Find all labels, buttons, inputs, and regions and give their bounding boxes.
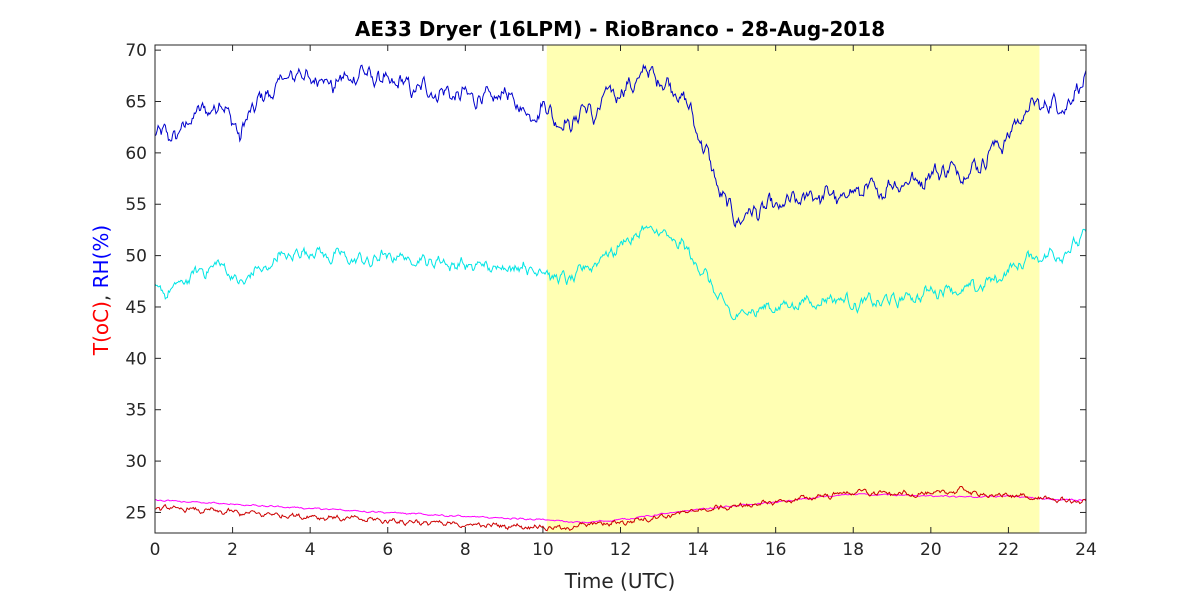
y-tick-label: 25 [125,503,147,523]
x-tick-label: 10 [532,540,554,560]
x-tick-label: 14 [687,540,709,560]
x-ticks: 0 2 4 6 8 10 12 14 16 18 20 22 24 [150,45,1097,560]
y-tick-label: 70 [125,41,147,61]
y-tick-label: 50 [125,247,147,267]
chart-title: AE33 Dryer (16LPM) - RioBranco - 28-Aug-… [355,17,885,41]
series-line-2 [155,493,1087,524]
x-tick-label: 22 [998,540,1020,560]
x-tick-label: 24 [1075,540,1097,560]
y-label-humidity: RH(%) [89,225,113,289]
highlight-band [546,45,1040,533]
x-axis-label: Time (UTC) [564,569,676,593]
x-tick-label: 16 [765,540,787,560]
y-tick-label: 35 [125,401,147,421]
plot-lines [154,63,1087,532]
y-label-separator: , [89,288,113,301]
y-ticks: 25 30 35 40 45 50 55 60 65 70 [125,41,1086,523]
series-line-3 [154,486,1087,532]
y-tick-label: 55 [125,195,147,215]
x-tick-label: 4 [305,540,316,560]
x-tick-label: 12 [610,540,632,560]
y-tick-label: 65 [125,93,147,113]
y-tick-label: 40 [125,349,147,369]
series-line-1 [154,225,1087,321]
y-tick-label: 30 [125,452,147,472]
y-axis-label: T(oC), RH(%) [89,225,113,356]
x-tick-label: 2 [227,540,238,560]
x-tick-label: 6 [382,540,393,560]
y-tick-label: 60 [125,144,147,164]
series-line-0 [154,63,1087,229]
y-tick-label: 45 [125,298,147,318]
x-tick-label: 18 [842,540,864,560]
x-tick-label: 8 [460,540,471,560]
x-tick-label: 20 [920,540,942,560]
y-label-temperature: T(oC) [89,301,113,356]
x-tick-label: 0 [150,540,161,560]
